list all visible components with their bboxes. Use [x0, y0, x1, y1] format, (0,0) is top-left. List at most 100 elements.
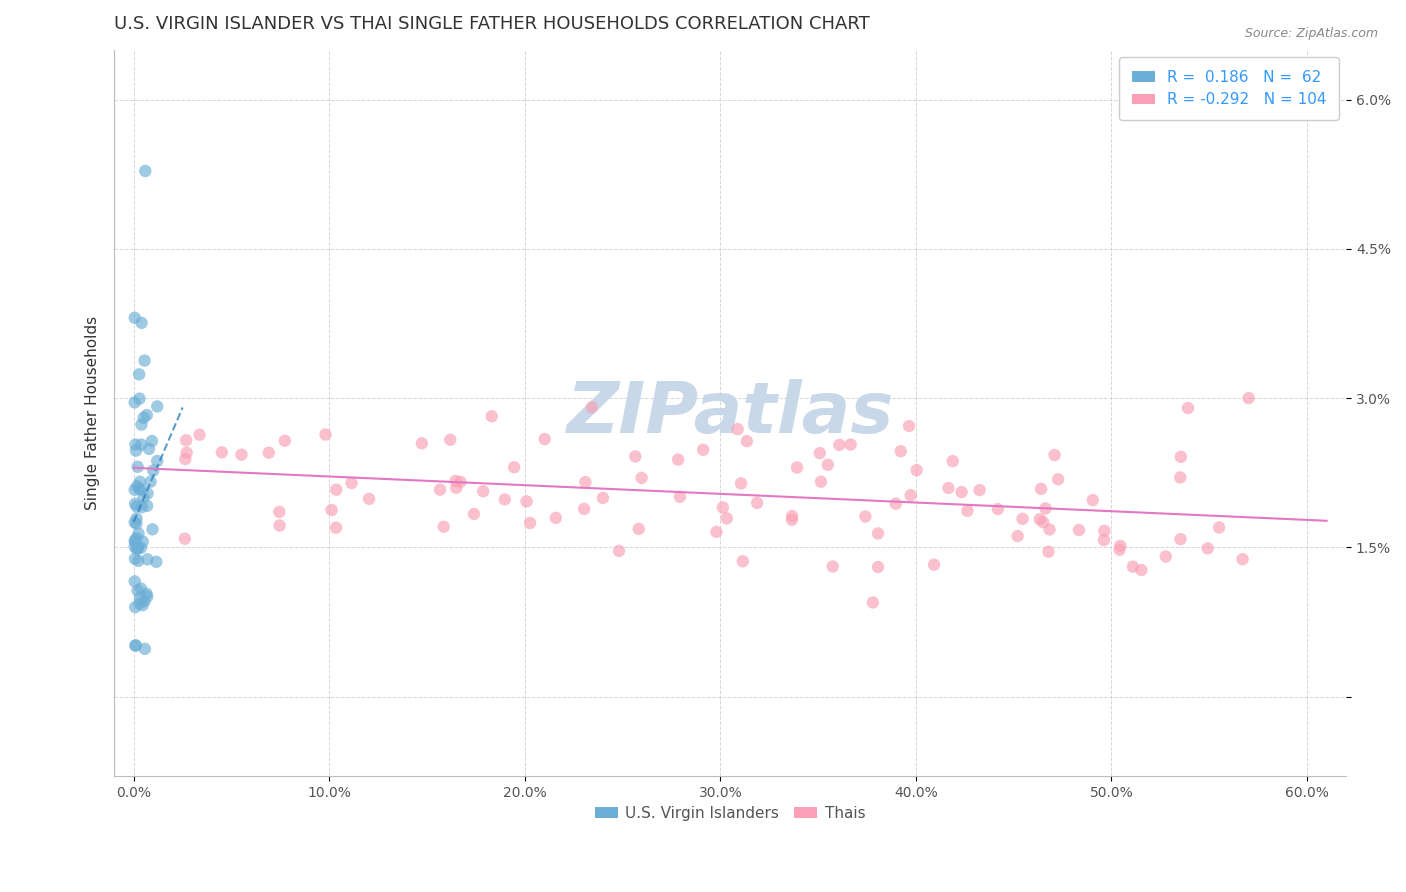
Point	[188, 427, 211, 442]
Point	[1092, 533, 1115, 547]
Point	[745, 496, 768, 510]
Point	[124, 310, 146, 325]
Point	[627, 522, 650, 536]
Point	[481, 409, 503, 424]
Point	[136, 590, 159, 604]
Point	[127, 583, 149, 598]
Point	[780, 513, 803, 527]
Point	[125, 639, 148, 653]
Point	[128, 482, 150, 496]
Point	[808, 446, 831, 460]
Point	[125, 542, 148, 557]
Point	[472, 484, 495, 499]
Point	[131, 316, 153, 330]
Point	[574, 475, 596, 490]
Point	[134, 594, 156, 608]
Point	[134, 164, 156, 178]
Point	[950, 485, 973, 500]
Point	[780, 508, 803, 523]
Point	[340, 476, 363, 491]
Point	[1011, 512, 1033, 526]
Point	[905, 463, 928, 477]
Point	[519, 516, 541, 530]
Point	[898, 419, 921, 434]
Point	[1032, 515, 1054, 529]
Point	[124, 551, 146, 566]
Point	[581, 401, 603, 415]
Point	[1168, 470, 1191, 484]
Point	[1154, 549, 1177, 564]
Point	[572, 502, 595, 516]
Point	[922, 558, 945, 572]
Point	[274, 434, 297, 448]
Point	[1237, 391, 1260, 405]
Point	[124, 437, 146, 451]
Point	[131, 417, 153, 432]
Point	[630, 471, 652, 485]
Point	[444, 474, 467, 488]
Point	[1029, 482, 1052, 496]
Point	[711, 500, 734, 515]
Point	[124, 395, 146, 409]
Point	[211, 445, 233, 459]
Point	[134, 353, 156, 368]
Point	[900, 488, 922, 502]
Text: ZIPatlas: ZIPatlas	[567, 378, 894, 448]
Point	[1067, 523, 1090, 537]
Point	[1047, 472, 1070, 486]
Point	[357, 491, 380, 506]
Point	[1038, 545, 1060, 559]
Point	[134, 641, 156, 656]
Point	[269, 505, 291, 519]
Point	[433, 520, 456, 534]
Point	[446, 481, 468, 495]
Point	[128, 475, 150, 489]
Point	[127, 541, 149, 555]
Point	[125, 511, 148, 525]
Point	[533, 432, 555, 446]
Point	[269, 518, 291, 533]
Point	[135, 408, 157, 422]
Point	[884, 497, 907, 511]
Point	[862, 595, 884, 609]
Point	[987, 502, 1010, 516]
Point	[124, 540, 146, 554]
Point	[439, 433, 461, 447]
Point	[516, 494, 538, 508]
Point	[890, 444, 912, 458]
Point	[855, 509, 877, 524]
Point	[128, 368, 150, 382]
Point	[127, 459, 149, 474]
Point	[325, 521, 347, 535]
Point	[624, 450, 647, 464]
Point	[127, 479, 149, 493]
Point	[411, 436, 433, 450]
Point	[1170, 450, 1192, 464]
Point	[125, 500, 148, 514]
Point	[866, 560, 889, 574]
Point	[139, 475, 162, 489]
Point	[146, 454, 169, 468]
Point	[810, 475, 832, 489]
Point	[145, 555, 167, 569]
Point	[1122, 559, 1144, 574]
Point	[173, 532, 195, 546]
Point	[127, 541, 149, 556]
Point	[129, 541, 152, 555]
Point	[129, 591, 152, 605]
Point	[692, 442, 714, 457]
Point	[1028, 512, 1050, 526]
Point	[129, 582, 152, 596]
Point	[592, 491, 614, 505]
Point	[666, 452, 689, 467]
Point	[131, 500, 153, 515]
Y-axis label: Single Father Households: Single Father Households	[86, 316, 100, 510]
Point	[136, 499, 159, 513]
Point	[174, 434, 197, 448]
Point	[706, 524, 728, 539]
Point	[321, 503, 343, 517]
Point	[544, 511, 567, 525]
Point	[146, 400, 169, 414]
Point	[132, 491, 155, 505]
Point	[463, 507, 485, 521]
